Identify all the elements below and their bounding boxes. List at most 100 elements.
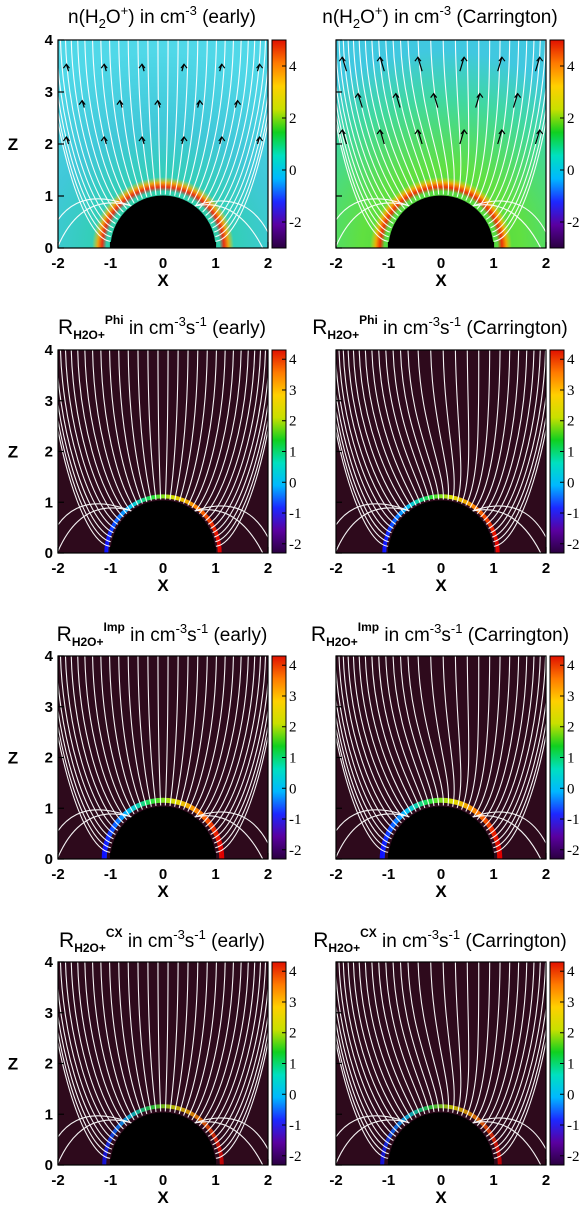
field-line — [183, 962, 208, 1116]
field-line — [485, 962, 535, 1137]
field-line — [195, 656, 234, 817]
panel-title: n(H2O+) in cm-3 (early) — [68, 3, 256, 31]
colorbar-tick-label: 4 — [567, 352, 575, 368]
field-line — [212, 370, 268, 534]
velocity-arrow — [196, 99, 204, 108]
field-line — [58, 427, 110, 547]
y-tick-label: 0 — [45, 545, 53, 562]
field-line — [58, 723, 111, 849]
velocity-arrows — [62, 63, 264, 145]
field-loop — [58, 809, 132, 832]
field-loop — [58, 813, 132, 859]
field-line — [147, 656, 157, 806]
field-line — [473, 962, 501, 1123]
field-line — [476, 40, 511, 209]
field-line — [371, 350, 417, 506]
x-tick-label: 2 — [542, 255, 550, 272]
velocity-arrow — [459, 129, 468, 145]
field-line — [58, 733, 110, 853]
colorbar: 4 3 2 1 0 -1 -2 — [271, 349, 302, 554]
field-line — [385, 656, 426, 809]
field-line — [169, 350, 179, 500]
field-line — [215, 1029, 268, 1155]
field-line — [347, 962, 402, 1130]
velocity-arrow — [512, 92, 522, 108]
x-tick-label: -2 — [51, 866, 64, 883]
field-line — [473, 350, 501, 511]
y-axis-label: Z — [8, 1055, 18, 1074]
x-axis-label: X — [157, 1188, 169, 1207]
field-line — [338, 962, 397, 1137]
planet-disk — [110, 500, 216, 553]
field-loop — [472, 204, 542, 248]
field-line — [336, 1032, 389, 1155]
field-line — [400, 962, 435, 1112]
field-line — [118, 656, 143, 810]
field-line — [137, 962, 152, 1113]
x-tick-label: 1 — [211, 255, 219, 272]
field-line — [210, 962, 266, 1141]
colorbar-tick-label: 4 — [289, 59, 297, 75]
colorbar-tick-label: 4 — [567, 964, 575, 980]
colorbar: 4 3 2 1 0 -1 -2 — [549, 349, 580, 554]
field-line — [400, 656, 435, 806]
y-tick-label: 4 — [45, 32, 54, 49]
planet-disk — [110, 195, 216, 248]
field-line — [442, 40, 455, 196]
x-axis-label: X — [157, 576, 169, 595]
field-line — [338, 350, 397, 525]
field-loop — [336, 1119, 410, 1165]
field-lines — [336, 40, 546, 248]
field-line — [378, 962, 421, 1116]
colorbar: 4 3 2 1 0 -1 -2 — [271, 961, 302, 1166]
field-line — [191, 40, 226, 204]
field-line — [385, 350, 426, 503]
field-lines — [58, 40, 268, 248]
field-line — [454, 656, 462, 809]
field-line — [371, 656, 417, 812]
colorbar-tick-label: 0 — [289, 475, 297, 491]
field-line — [371, 40, 417, 201]
field-line — [178, 40, 199, 198]
velocity-arrow — [180, 63, 188, 72]
field-line — [157, 656, 162, 806]
field-line — [465, 962, 480, 1118]
field-line — [442, 962, 455, 1113]
field-line — [70, 962, 121, 1133]
velocity-arrow — [256, 136, 264, 145]
field-line — [213, 1012, 268, 1150]
field-line — [378, 656, 421, 810]
field-lines — [58, 962, 268, 1165]
field-line — [164, 962, 169, 1112]
colorbar-tick-label: -1 — [289, 812, 302, 828]
field-loop — [336, 809, 410, 832]
field-line — [205, 40, 256, 216]
plot-area — [58, 656, 268, 859]
field-line — [407, 656, 440, 806]
field-line — [174, 962, 189, 1113]
field-line — [347, 40, 402, 213]
field-line — [205, 350, 256, 521]
field-line — [407, 40, 440, 195]
field-loop — [58, 507, 132, 553]
field-line — [127, 962, 148, 1115]
x-tick-label: 0 — [437, 560, 445, 577]
field-line — [336, 81, 392, 229]
velocity-arrow — [414, 129, 423, 145]
field-line — [442, 656, 455, 807]
field-line — [407, 962, 440, 1112]
field-line — [109, 962, 139, 1118]
x-tick-label: -1 — [382, 866, 395, 883]
field-line — [100, 350, 135, 509]
velocity-arrow — [376, 56, 385, 72]
colorbar-tick-label: -2 — [567, 843, 580, 859]
colorbar-tick-label: 0 — [289, 1087, 297, 1103]
field-line — [178, 350, 199, 503]
field-line — [195, 962, 234, 1123]
field-line — [483, 656, 528, 827]
field-line — [58, 108, 111, 238]
x-tick-label: 1 — [489, 866, 497, 883]
x-axis: -2 -1 0 1 2 X — [51, 853, 272, 901]
